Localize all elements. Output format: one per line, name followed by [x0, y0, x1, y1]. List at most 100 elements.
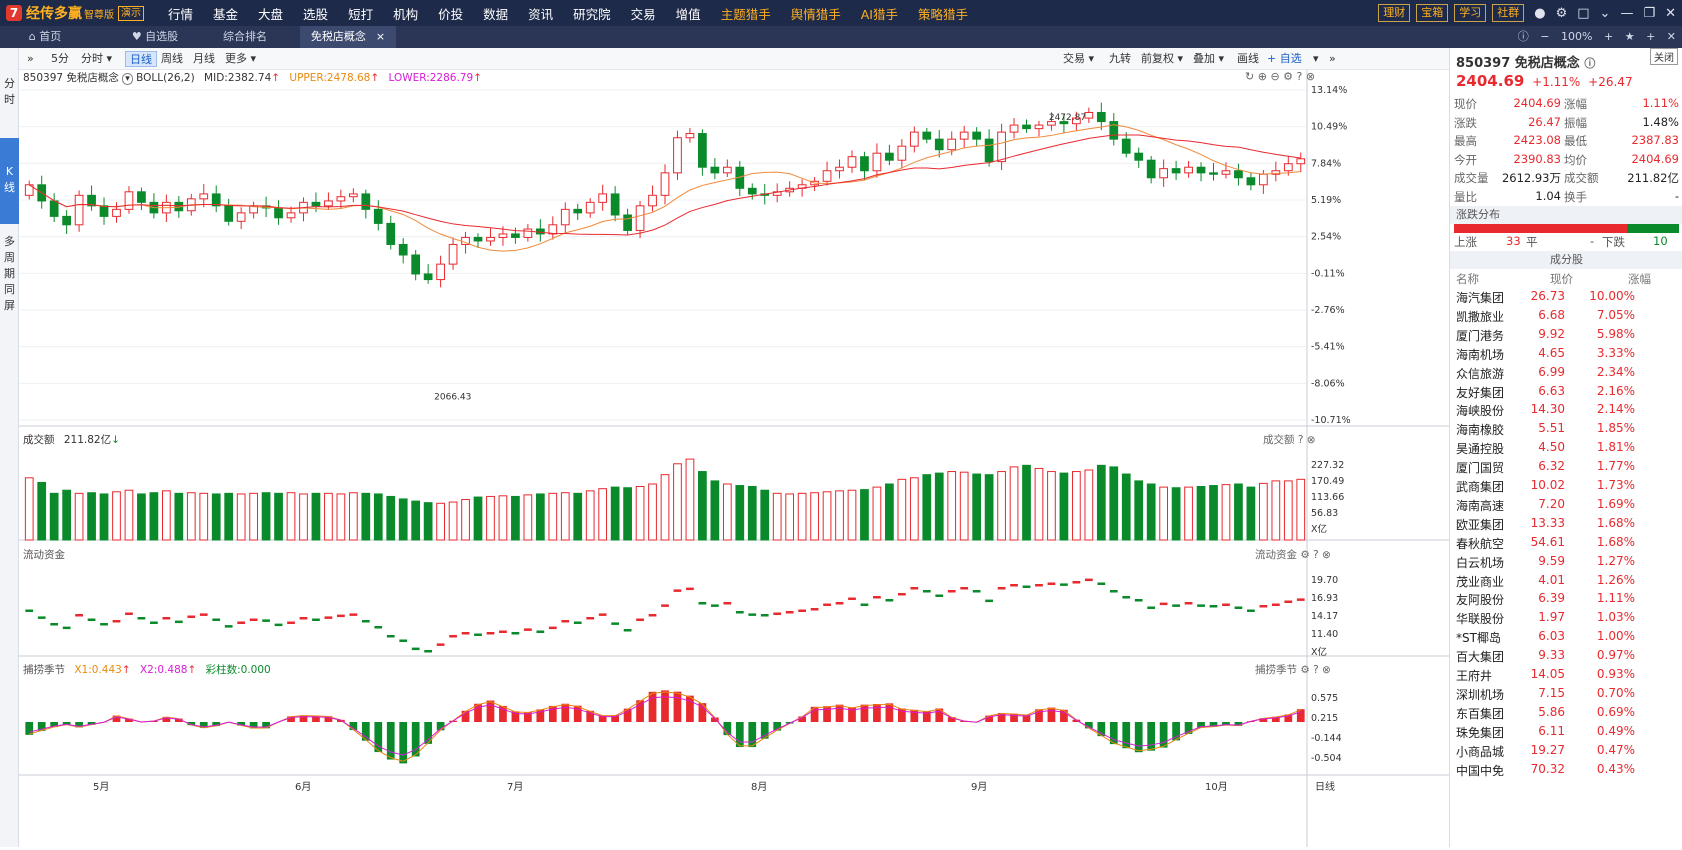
tab-home[interactable]: ⌂ 首页 [20, 26, 70, 48]
nav-item[interactable]: 资讯 [528, 4, 553, 23]
col-price[interactable]: 现价 [1550, 271, 1573, 287]
settings-icon[interactable]: ⚙ [1283, 70, 1293, 83]
expand-panel-icon[interactable]: » [1325, 51, 1340, 67]
flow-header[interactable]: 流动资金 [23, 547, 65, 562]
period-daily[interactable]: 日线 [125, 51, 157, 67]
zoom-out-icon[interactable]: − [1540, 30, 1549, 43]
nav-item[interactable]: 短打 [348, 4, 373, 23]
nav-item[interactable]: 选股 [303, 4, 328, 23]
indicator-dropdown-icon[interactable]: ▾ [122, 73, 133, 85]
nav-item[interactable]: 价投 [438, 4, 463, 23]
indicator-name[interactable]: BOLL(26,2) [136, 72, 195, 84]
user-icon[interactable]: ● [1534, 6, 1545, 21]
view-kline[interactable]: K线 [0, 138, 19, 224]
zoom-out-icon[interactable]: ⊖ [1270, 70, 1279, 83]
period-monthly[interactable]: 月线 [189, 51, 219, 67]
close-pane-icon[interactable]: ⊗ [1322, 664, 1331, 676]
nav-item[interactable]: 数据 [483, 4, 508, 23]
minimize-icon[interactable]: — [1620, 6, 1633, 21]
close-window-icon[interactable]: ✕ [1665, 6, 1676, 21]
learn-button[interactable]: 学习 [1454, 4, 1486, 22]
period-intraday[interactable]: 分时 ▾ [77, 51, 116, 67]
period-5min[interactable]: 5分 [47, 51, 73, 67]
nav-item[interactable]: 策略猎手 [918, 4, 968, 23]
finance-button[interactable]: 理财 [1378, 4, 1410, 22]
help-icon[interactable]: ? [1298, 434, 1304, 446]
trade-menu[interactable]: 交易 ▾ [1059, 51, 1098, 67]
app-logo[interactable]: 7 经传多赢 智尊版 演示 [6, 3, 144, 23]
nav-item[interactable]: 基金 [213, 4, 238, 23]
nav-item[interactable]: 舆情猎手 [791, 4, 841, 23]
settings-gear-icon[interactable]: ⚙ [1556, 6, 1568, 21]
tab-ranking[interactable]: 综合排名 [210, 26, 280, 48]
nav-item[interactable]: 大盘 [258, 4, 283, 23]
adjust-menu[interactable]: 前复权 ▾ [1137, 51, 1187, 67]
close-pane-icon[interactable]: ⊗ [1322, 549, 1331, 561]
draw-line-button[interactable]: 画线 [1233, 51, 1263, 67]
nav-item[interactable]: 交易 [631, 4, 656, 23]
close-pane-icon[interactable]: ⊗ [1306, 70, 1315, 83]
info-icon[interactable]: ⓘ [1518, 30, 1529, 43]
restore-window-icon[interactable]: ❐ [1643, 6, 1655, 21]
zoom-in-icon[interactable]: + [1604, 30, 1613, 43]
community-button[interactable]: 社群 [1492, 4, 1524, 22]
toolbar-dropdown-icon[interactable]: ▾ [1309, 51, 1323, 67]
tab-close-icon[interactable]: × [376, 30, 385, 43]
nine-turn-button[interactable]: 九转 [1105, 51, 1135, 67]
col-name[interactable]: 名称 [1456, 271, 1479, 287]
nav-item[interactable]: 增值 [676, 4, 701, 23]
close-pane-icon[interactable]: ⊗ [1307, 434, 1316, 446]
more-periods[interactable]: 更多 ▾ [221, 51, 260, 67]
chevron-down-icon[interactable]: ⌄ [1600, 6, 1611, 21]
info-icon[interactable]: ⓘ [1584, 57, 1595, 70]
settings-icon[interactable]: ⚙ [1300, 549, 1309, 561]
season-label[interactable]: 捕捞季节 [23, 664, 65, 676]
tab-watchlist[interactable]: ♥ 自选股 [120, 26, 190, 48]
help-icon[interactable]: ? [1313, 549, 1319, 561]
view-intraday[interactable]: 分时 [0, 74, 19, 110]
col-change[interactable]: 涨幅 [1628, 271, 1651, 287]
nav-item[interactable]: 机构 [393, 4, 418, 23]
nav-item[interactable]: 行情 [168, 4, 193, 23]
view-multi-period[interactable]: 多周期同屏 [0, 234, 19, 314]
collapse-icon[interactable]: » [23, 51, 38, 67]
close-all-icon[interactable]: ✕ [1667, 30, 1676, 43]
volume-label[interactable]: 成交额 [23, 434, 55, 446]
add-watchlist-button[interactable]: + 自选 [1263, 51, 1306, 67]
settings-icon[interactable]: ⚙ [1300, 664, 1309, 676]
period-weekly[interactable]: 周线 [157, 51, 187, 67]
window-layout-icon[interactable]: □ [1577, 6, 1589, 21]
add-tab-icon[interactable]: + [1646, 30, 1655, 43]
help-icon[interactable]: ? [1313, 664, 1319, 676]
nav-item[interactable]: 研究院 [573, 4, 611, 23]
nav-item[interactable]: 主题猎手 [721, 4, 771, 23]
